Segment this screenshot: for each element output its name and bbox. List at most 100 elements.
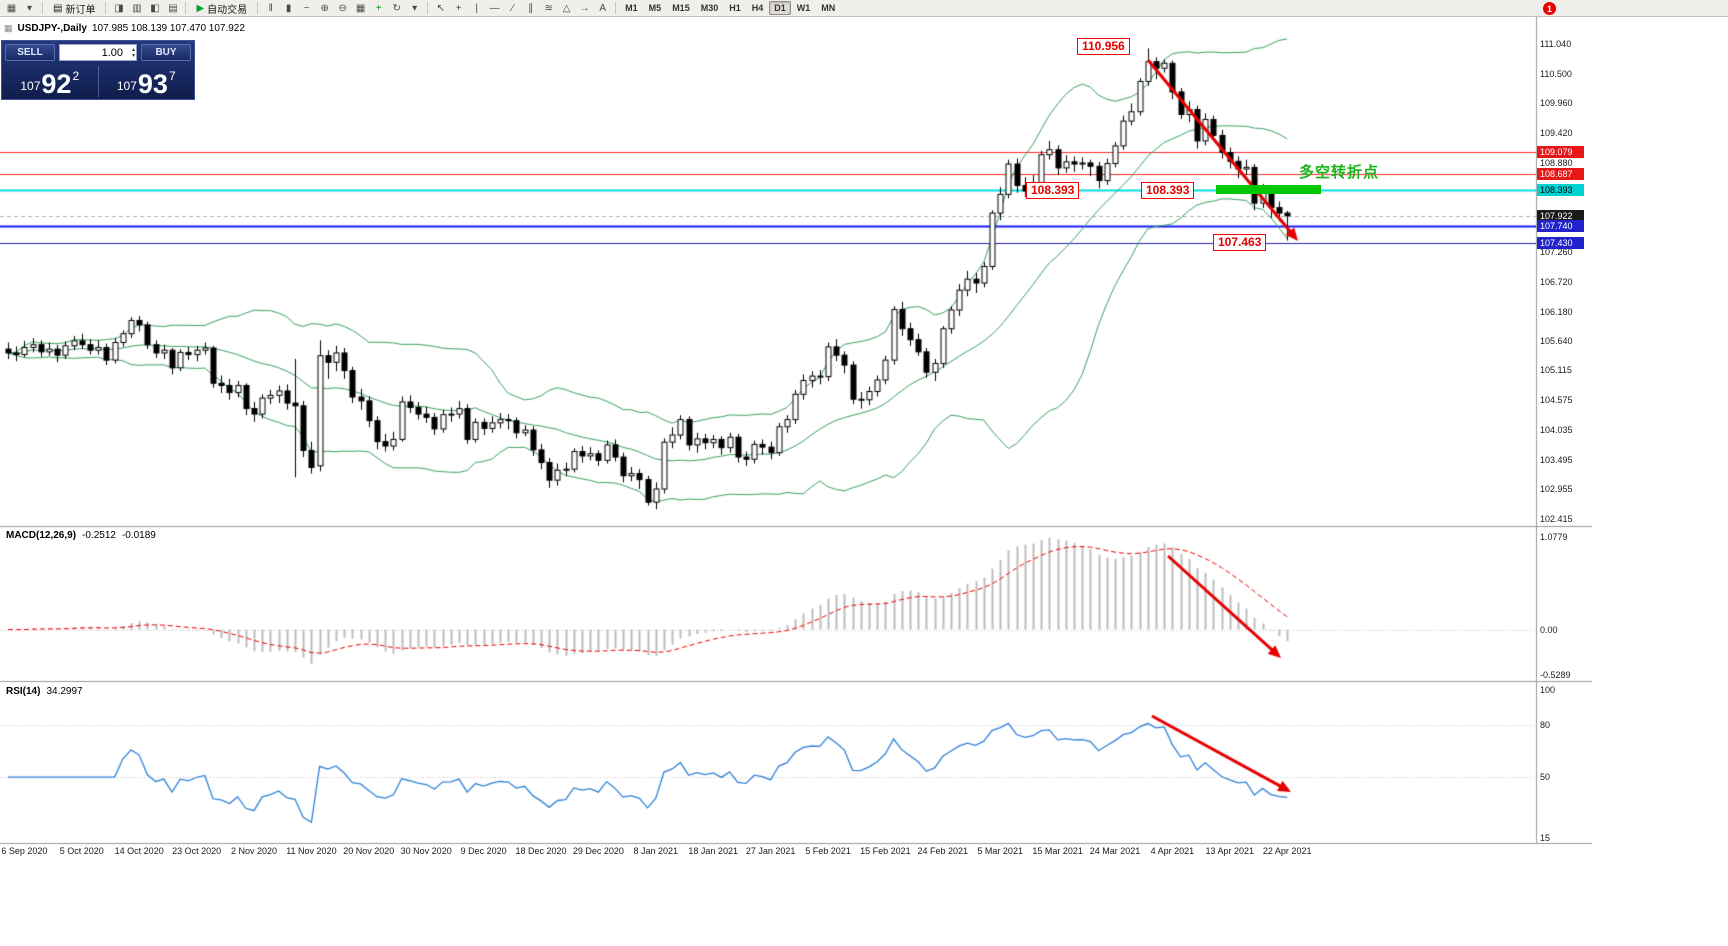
sell-pipette: 2 (72, 69, 80, 83)
autotrade-play-icon: ▶ (196, 2, 205, 14)
indicators-add-icon[interactable]: + (375, 2, 382, 14)
timeframe-h1[interactable]: H1 (729, 3, 741, 13)
autotrade-button[interactable]: ▶ 自动交易 (190, 1, 253, 16)
toolbar-separator (427, 2, 429, 14)
zoom-in-icon[interactable]: ⊕ (320, 2, 329, 14)
price-tick: 111.040 (1540, 39, 1572, 49)
price-tick: 102.415 (1540, 514, 1573, 524)
support-zone-bar[interactable] (1216, 185, 1321, 194)
sell-pips: 92 (41, 69, 72, 99)
time-tick: 6 Sep 2020 (1, 846, 48, 856)
time-tick: 15 Mar 2021 (1032, 846, 1083, 856)
rsi-scale-tick: 50 (1540, 772, 1551, 783)
timeframe-m15[interactable]: M15 (672, 3, 690, 13)
terminal-icon[interactable]: ▤ (168, 2, 178, 14)
price-label-pivot-right[interactable]: 108.393 (1141, 182, 1195, 199)
time-tick: 18 Jan 2021 (688, 846, 738, 856)
text-label-icon[interactable]: A (599, 2, 606, 14)
time-tick: 20 Nov 2020 (343, 846, 395, 856)
time-tick: 2 Nov 2020 (230, 846, 278, 856)
equidistant-channel-icon[interactable]: ∥ (528, 2, 534, 14)
spinner-up-icon[interactable]: ▴ (131, 46, 135, 53)
period-cycle-icon[interactable]: ↻ (392, 2, 401, 14)
time-tick: 27 Jan 2021 (745, 846, 796, 856)
tile-windows-icon[interactable]: ▦ (355, 2, 366, 14)
price-tag: 108.687 (1537, 167, 1584, 180)
buy-button[interactable]: BUY (141, 44, 191, 61)
macd-signal-value: -0.0189 (121, 530, 156, 541)
time-tick: 5 Oct 2020 (59, 846, 104, 856)
toolbar-separator (105, 2, 107, 14)
rsi-label: RSI(14) 34.2997 (6, 686, 83, 697)
line-chart-icon[interactable]: ~ (303, 2, 310, 14)
price-tick: 103.495 (1540, 454, 1573, 465)
shapes-icon[interactable]: △ (562, 2, 571, 14)
chart-ohlc-values: 107.985 108.139 107.470 107.922 (92, 23, 245, 34)
one-click-trading-panel: SELL 1.00 ▴ ▾ BUY 107 92 2 107 93 7 (1, 40, 195, 100)
rsi-value: 34.2997 (46, 686, 83, 697)
templates-dropdown-icon[interactable]: ▾ (412, 2, 418, 14)
timeframe-d1[interactable]: D1 (769, 1, 791, 15)
time-tick: 8 Jan 2021 (633, 846, 679, 856)
arrow-object-icon[interactable]: → (579, 2, 590, 14)
turning-point-annotation[interactable]: 多空转折点 (1299, 164, 1380, 181)
new-order-label: 新订单 (65, 4, 96, 16)
notification-badge[interactable]: 1 (1543, 2, 1556, 15)
time-tick: 30 Nov 2020 (400, 846, 452, 856)
price-tick: 105.640 (1540, 336, 1573, 347)
price-tick: 104.575 (1540, 395, 1573, 406)
main-toolbar: ▦ ▾ ▤ 新订单 ◨ ▥ ◧ ▤ ▶ 自动交易 ‖ ▮ ~ ⊕ ⊖ ▦ + ↻ ▾ ↖ + | — ∕ ∥ ≋ △ → A M1 M5 M1… (0, 0, 1728, 17)
timeframe-m5[interactable]: M5 (648, 3, 662, 13)
cursor-icon[interactable]: ↖ (436, 2, 445, 14)
trendline-icon[interactable]: ∕ (511, 2, 514, 14)
time-tick: 22 Apr 2021 (1262, 846, 1312, 856)
chart-window-icon[interactable]: ▦ (6, 2, 17, 14)
bar-chart-icon[interactable]: ‖ (268, 2, 273, 14)
zoom-out-icon[interactable]: ⊖ (338, 2, 347, 14)
sell-button[interactable]: SELL (5, 44, 55, 61)
price-tick: 107.260 (1540, 247, 1573, 258)
timeframe-m1[interactable]: M1 (625, 3, 638, 13)
market-watch-icon[interactable]: ◨ (114, 2, 124, 14)
spinner-down-icon[interactable]: ▾ (131, 52, 135, 59)
fibonacci-icon[interactable]: ≋ (544, 2, 553, 14)
price-tag: 107.740 (1537, 219, 1584, 232)
chart-title: ▦ USDJPY-,Daily 107.985 108.139 107.470 … (4, 23, 245, 34)
new-order-button[interactable]: ▤ 新订单 (47, 1, 101, 16)
data-window-icon[interactable]: ▥ (132, 2, 142, 14)
sell-price[interactable]: 107 92 2 (2, 64, 98, 99)
volume-input[interactable]: 1.00 ▴ ▾ (59, 44, 137, 61)
price-divider (97, 66, 99, 97)
candlestick-chart-icon[interactable]: ▮ (285, 2, 292, 14)
time-tick: 14 Oct 2020 (114, 846, 164, 856)
timeframe-h4[interactable]: H4 (751, 3, 764, 13)
timeframe-mn[interactable]: MN (821, 3, 836, 13)
vertical-line-icon[interactable]: | (475, 2, 478, 14)
time-tick: 5 Mar 2021 (977, 846, 1023, 856)
price-tag: 109.079 (1537, 145, 1584, 158)
macd-scale-tick: 1.0779 (1540, 532, 1568, 542)
macd-scale-tick: 0.00 (1540, 624, 1558, 635)
price-label-swing-high[interactable]: 110.956 (1077, 38, 1130, 55)
rsi-scale-tick: 15 (1540, 833, 1551, 843)
price-tick: 108.880 (1540, 157, 1573, 168)
crosshair-icon[interactable]: + (455, 2, 462, 14)
horizontal-line-icon[interactable]: — (489, 2, 500, 14)
buy-price[interactable]: 107 93 7 (99, 64, 195, 99)
macd-scale-tick: -0.5289 (1540, 670, 1571, 680)
timeframe-w1[interactable]: W1 (796, 3, 811, 13)
price-label-swing-low[interactable]: 107.463 (1213, 234, 1267, 251)
trade-panel-controls: SELL 1.00 ▴ ▾ BUY (2, 41, 194, 64)
navigator-icon[interactable]: ◧ (150, 2, 160, 14)
rsi-scale-tick: 80 (1540, 719, 1551, 730)
rsi-name: RSI(14) (6, 686, 41, 697)
toolbar-separator (615, 2, 617, 14)
window-menu-dropdown-icon[interactable]: ▾ (26, 2, 33, 14)
buy-pips: 93 (137, 69, 168, 99)
price-label-pivot-left[interactable]: 108.393 (1026, 182, 1080, 199)
timeframe-m30[interactable]: M30 (700, 3, 719, 13)
time-tick: 9 Dec 2020 (460, 846, 507, 856)
volume-spinner[interactable]: ▴ ▾ (132, 45, 135, 60)
